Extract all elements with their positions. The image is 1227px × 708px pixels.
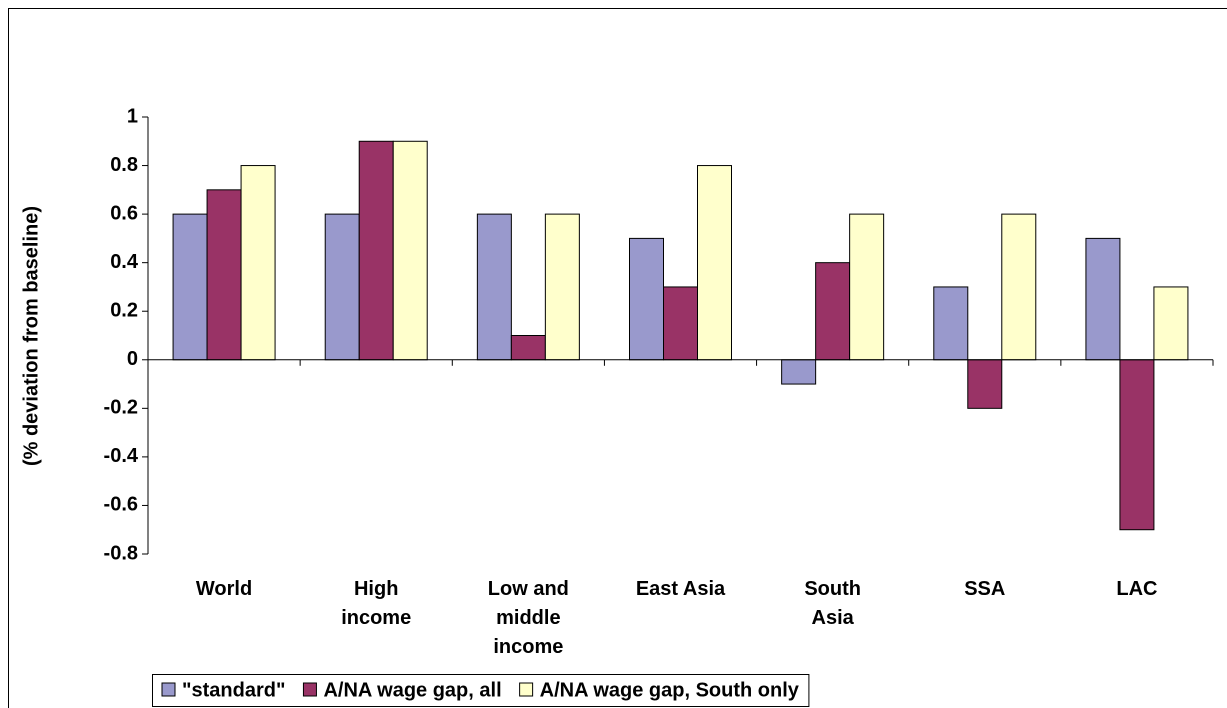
x-tick-label: World [195,578,253,600]
bar [933,286,969,361]
y-tick-label: 0 [127,348,138,370]
x-tick-label: South Asia [804,578,861,629]
legend-box [152,674,810,707]
y-tick-label: 0.8 [110,154,138,176]
bar [392,140,428,361]
bar [510,335,546,361]
bar [697,165,732,361]
bar [476,213,512,361]
y-tick-label: -0.2 [104,397,138,419]
legend-label: A/NA wage gap, South only [540,679,800,701]
x-tick-label: East Asia [635,578,726,600]
bar [663,286,698,361]
y-tick-label: -0.8 [104,542,138,564]
legend-label: "standard" [182,679,285,701]
bar [1153,286,1189,361]
legend-swatch [161,682,176,697]
x-tick-label: LAC [1116,578,1158,600]
y-tick-label: 1 [127,105,138,127]
x-tick-label: Low and middle income [487,578,569,658]
bar [172,213,208,361]
bar [1001,213,1037,361]
y-tick-label: 0.6 [110,202,138,224]
y-tick-label: 0.4 [110,251,139,273]
bar [967,359,1003,409]
bar [358,140,394,361]
x-tick-label: SSA [964,578,1006,600]
bar [324,213,360,361]
bar [849,213,885,361]
bar [206,189,242,361]
chart-frame [8,8,1227,708]
bar [240,165,276,361]
bar [1119,359,1155,531]
bar [781,359,817,385]
y-axis-label: (% deviation from baseline) [20,206,42,466]
bar [815,262,851,361]
y-tick-label: -0.4 [104,445,139,467]
legend-swatch [302,682,317,697]
y-tick-label: -0.6 [104,494,138,516]
legend-label: A/NA wage gap, all [323,679,501,701]
x-tick-label: High income [341,578,412,629]
bar [629,237,664,361]
bar [544,213,580,361]
bar [1085,237,1121,361]
y-tick-label: 0.2 [110,300,138,322]
legend-swatch [519,682,534,697]
